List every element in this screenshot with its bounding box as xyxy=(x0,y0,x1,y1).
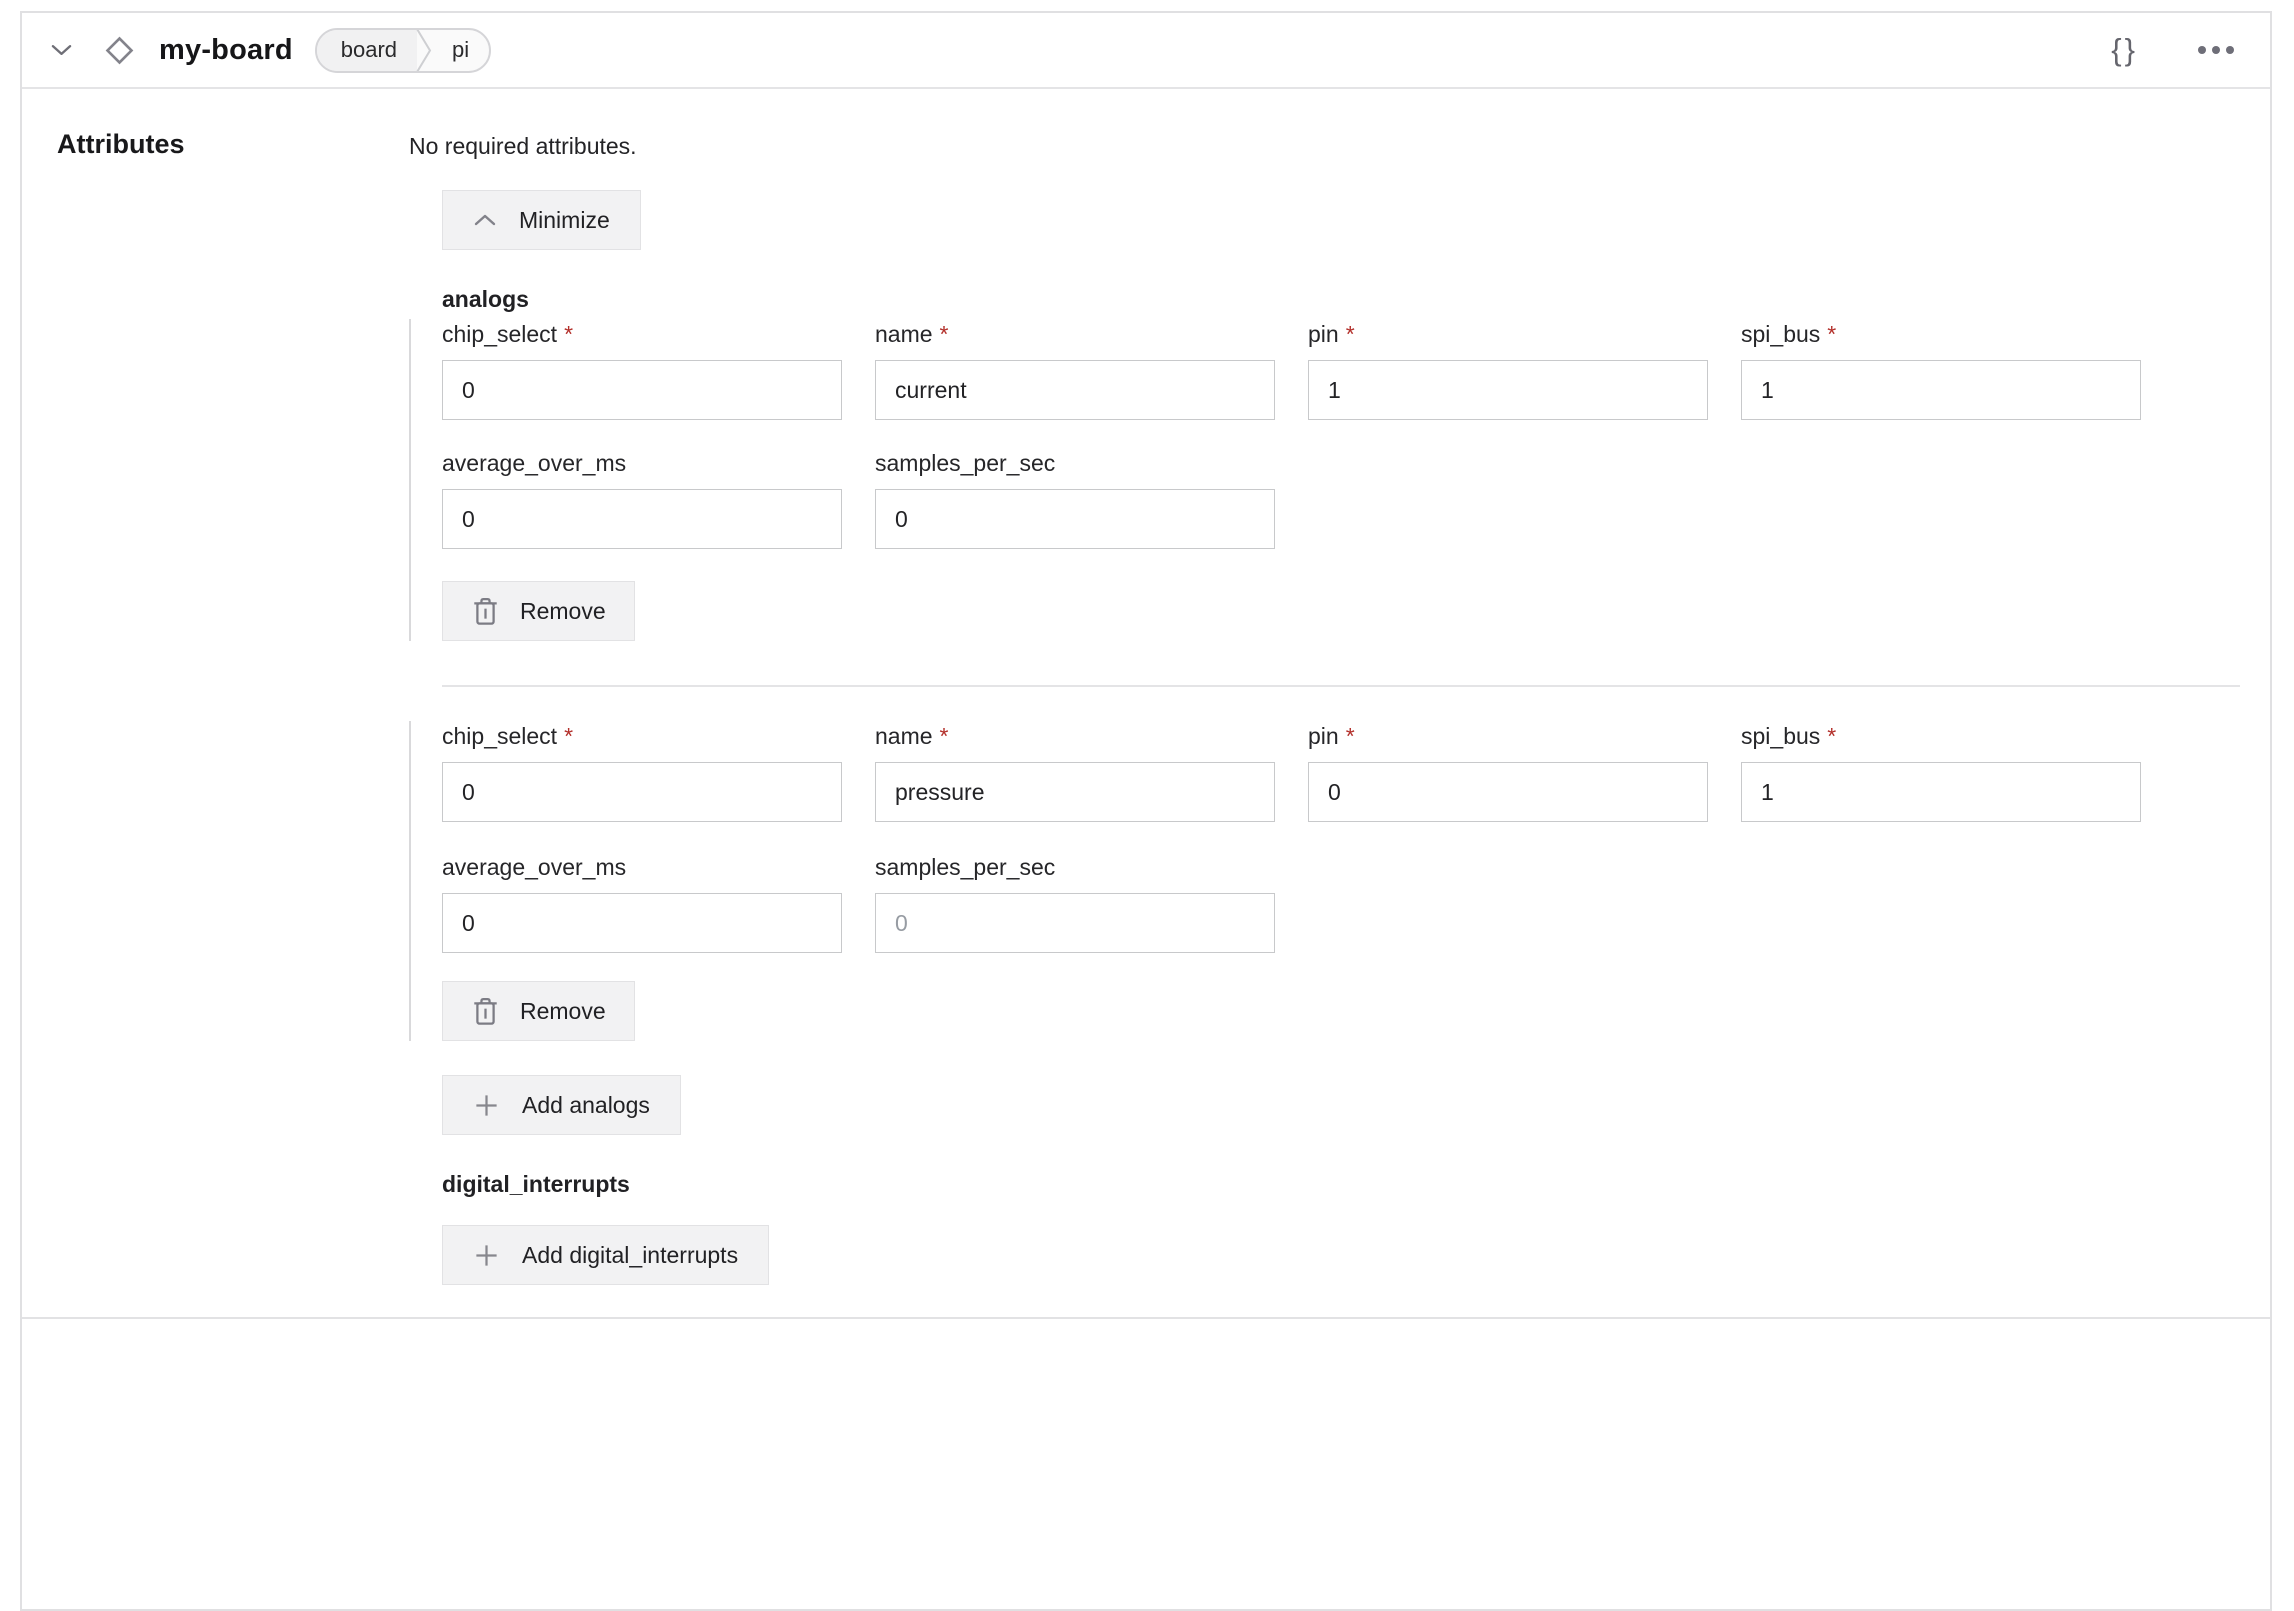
component-name: my-board xyxy=(159,33,293,66)
minimize-button[interactable]: Minimize xyxy=(442,190,641,250)
field-pin: pin * xyxy=(1308,321,1708,420)
required-asterisk: * xyxy=(564,723,574,749)
board-component-icon xyxy=(99,30,139,70)
analog-entry-2: chip_select* name* pin* spi_bus* xyxy=(409,721,2240,1041)
pin-label: pin xyxy=(1308,321,1339,347)
chip-select-input[interactable] xyxy=(442,762,842,822)
required-asterisk: * xyxy=(1827,723,1837,749)
pin-input[interactable] xyxy=(1308,762,1708,822)
json-mode-button[interactable]: {} xyxy=(2111,32,2138,68)
average-over-ms-label: average_over_ms xyxy=(442,854,627,880)
digital-interrupts-section-label: digital_interrupts xyxy=(442,1171,630,1197)
card-section-divider xyxy=(22,1317,2270,1319)
add-analogs-button[interactable]: Add analogs xyxy=(442,1075,681,1135)
samples-per-sec-input[interactable] xyxy=(875,893,1275,953)
add-digital-interrupts-button[interactable]: Add digital_interrupts xyxy=(442,1225,770,1285)
field-name: name * xyxy=(875,723,1275,822)
pin-label: pin xyxy=(1308,723,1339,749)
required-asterisk: * xyxy=(939,321,949,347)
field-pin: pin * xyxy=(1308,723,1708,822)
field-average-over-ms: average_over_ms xyxy=(442,854,842,953)
required-asterisk: * xyxy=(564,321,574,347)
field-chip-select: chip_select * xyxy=(442,723,842,822)
spi-bus-label: spi_bus xyxy=(1741,723,1821,749)
component-card: my-board board pi {} Attributes No requi… xyxy=(20,11,2272,1611)
plus-icon xyxy=(473,1242,500,1269)
chip-select-label: chip_select xyxy=(442,723,558,749)
spi-bus-input[interactable] xyxy=(1741,762,2141,822)
attributes-heading: Attributes xyxy=(57,129,185,159)
average-over-ms-input[interactable] xyxy=(442,489,842,549)
component-type-pill: board pi xyxy=(314,27,492,73)
trash-icon xyxy=(471,996,500,1027)
spi-bus-input[interactable] xyxy=(1741,360,2141,420)
field-chip-select: chip_select * xyxy=(442,321,842,420)
remove-analog-button[interactable]: Remove xyxy=(442,981,635,1041)
chevron-down-icon xyxy=(50,43,73,57)
field-average-over-ms: average_over_ms xyxy=(442,450,842,549)
component-type: board xyxy=(316,29,418,71)
component-model: pi xyxy=(452,37,470,62)
required-asterisk: * xyxy=(1345,321,1355,347)
component-card-header: my-board board pi {} xyxy=(22,13,2270,89)
samples-per-sec-label: samples_per_sec xyxy=(875,854,1056,880)
field-name: name * xyxy=(875,321,1275,420)
analog-entry-divider xyxy=(442,685,2240,687)
curly-braces-icon: {} xyxy=(2111,32,2138,67)
remove-analog-button[interactable]: Remove xyxy=(442,581,635,641)
name-label: name xyxy=(875,723,933,749)
field-spi-bus: spi_bus * xyxy=(1741,321,2141,420)
name-input[interactable] xyxy=(875,360,1275,420)
required-asterisk: * xyxy=(1827,321,1837,347)
collapse-button[interactable] xyxy=(46,39,77,61)
name-label: name xyxy=(875,321,933,347)
attributes-section: Attributes No required attributes. Minim… xyxy=(22,89,2270,1285)
name-input[interactable] xyxy=(875,762,1275,822)
spi-bus-label: spi_bus xyxy=(1741,321,1821,347)
pin-input[interactable] xyxy=(1308,360,1708,420)
ellipsis-icon xyxy=(2198,46,2234,54)
field-samples-per-sec: samples_per_sec xyxy=(875,854,1275,953)
required-asterisk: * xyxy=(939,723,949,749)
average-over-ms-input[interactable] xyxy=(442,893,842,953)
component-menu-button[interactable] xyxy=(2192,40,2240,60)
samples-per-sec-label: samples_per_sec xyxy=(875,450,1056,476)
plus-icon xyxy=(473,1092,500,1119)
chevron-up-icon xyxy=(473,213,497,227)
field-spi-bus: spi_bus * xyxy=(1741,723,2141,822)
pill-chevron-divider xyxy=(416,29,432,71)
trash-icon xyxy=(471,596,500,627)
analogs-section-label: analogs xyxy=(442,286,529,312)
no-required-attributes-text: No required attributes. xyxy=(409,133,637,159)
samples-per-sec-input[interactable] xyxy=(875,489,1275,549)
chip-select-input[interactable] xyxy=(442,360,842,420)
required-asterisk: * xyxy=(1345,723,1355,749)
field-samples-per-sec: samples_per_sec xyxy=(875,450,1275,549)
analog-entry-1: chip_select* name* pin* spi_bus* xyxy=(409,319,2240,641)
chip-select-label: chip_select xyxy=(442,321,558,347)
average-over-ms-label: average_over_ms xyxy=(442,450,627,476)
